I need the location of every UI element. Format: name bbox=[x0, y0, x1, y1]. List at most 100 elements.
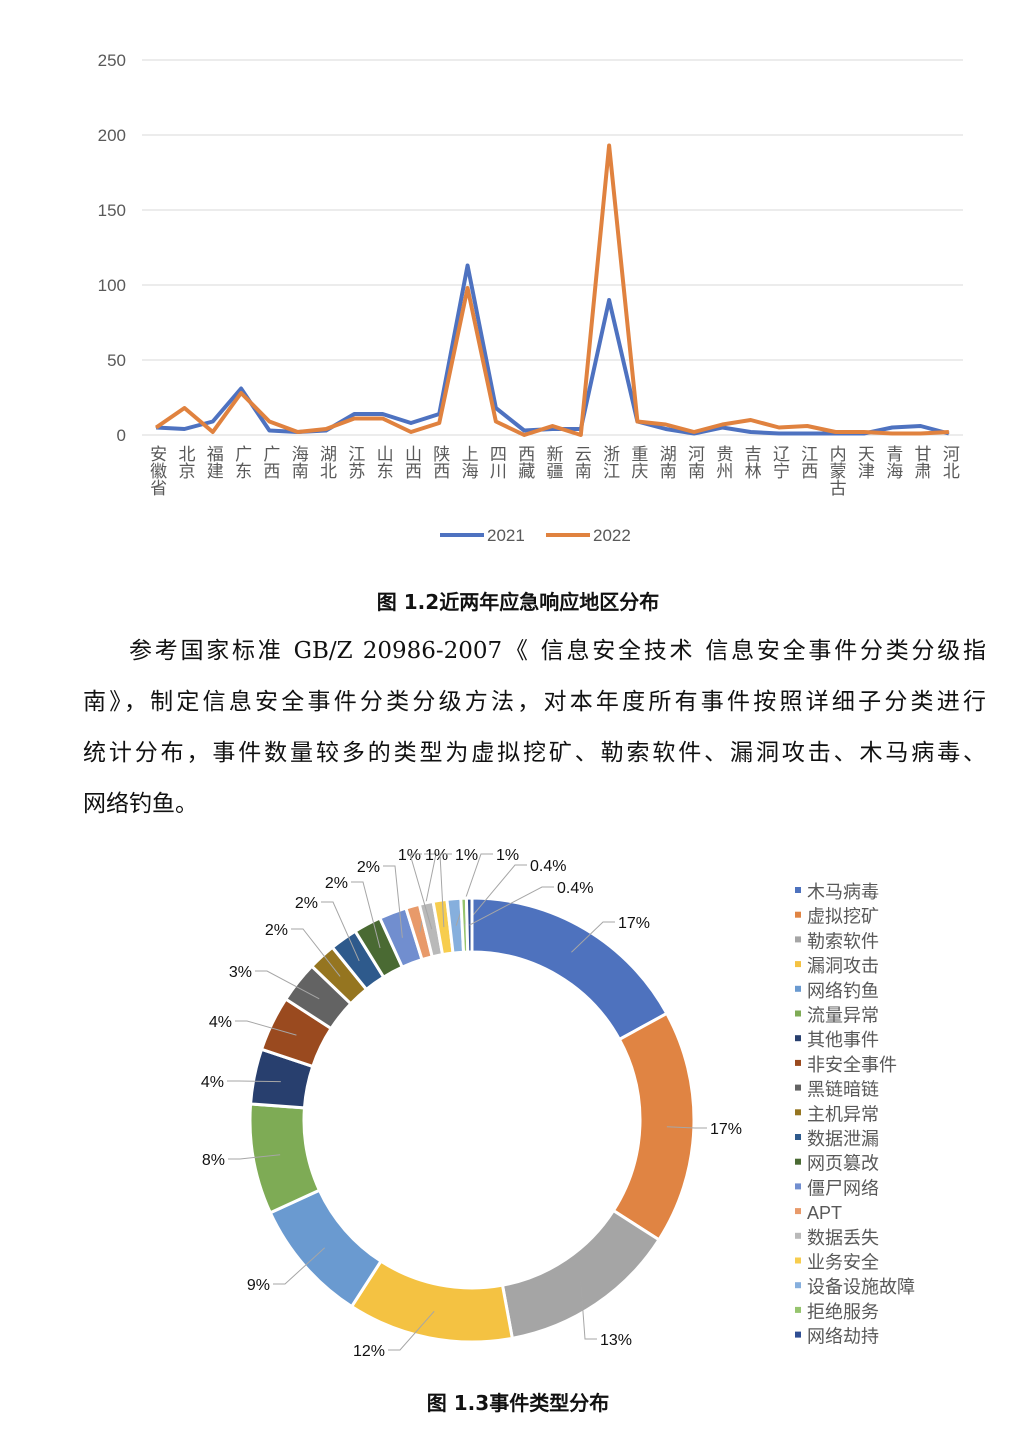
x-tick-label: 甘肃 bbox=[910, 445, 931, 479]
y-tick-label: 50 bbox=[107, 351, 126, 370]
data-label: 2% bbox=[265, 922, 288, 939]
legend-swatch bbox=[795, 1257, 801, 1264]
data-point bbox=[382, 418, 384, 419]
legend-label: 网页篡改 bbox=[807, 1153, 879, 1174]
leader-line bbox=[351, 881, 381, 949]
data-label: 3% bbox=[229, 964, 252, 981]
x-tick-label: 江苏 bbox=[344, 445, 365, 479]
data-point bbox=[495, 421, 497, 422]
data-point bbox=[891, 427, 893, 428]
legend-swatch bbox=[795, 1306, 801, 1313]
data-label: 4% bbox=[209, 1014, 232, 1031]
x-tick-label: 福建 bbox=[202, 445, 223, 479]
legend-label: 非安全事件 bbox=[807, 1055, 897, 1075]
data-point bbox=[240, 392, 242, 394]
data-point bbox=[382, 413, 384, 415]
data-label: 12% bbox=[353, 1343, 385, 1360]
data-label: 2% bbox=[325, 875, 348, 892]
data-point bbox=[636, 421, 638, 422]
data-label: 2% bbox=[357, 859, 380, 876]
legend-swatch bbox=[795, 1035, 801, 1042]
x-tick-label: 广东 bbox=[231, 445, 252, 479]
data-point bbox=[297, 431, 299, 433]
leader-line bbox=[235, 1020, 297, 1036]
leader-line bbox=[666, 1126, 707, 1129]
data-point bbox=[212, 421, 214, 422]
legend-label: 漏洞攻击 bbox=[807, 956, 879, 976]
legend-label: APT bbox=[807, 1203, 842, 1223]
data-point bbox=[410, 422, 412, 424]
region-line-chart: 0 50 100 150 200 250 2021 2022 bbox=[98, 51, 963, 545]
x-tick-label: 湖南 bbox=[655, 445, 676, 479]
data-label: 17% bbox=[710, 1121, 742, 1138]
paragraph-line: 南》，制定信息安全事件分类分级方法，对本年度所有事件按照详细子分类进行 bbox=[83, 689, 986, 715]
leader-line bbox=[571, 921, 615, 953]
leader-line bbox=[464, 864, 527, 926]
x-tick-label: 安徽省 bbox=[146, 445, 167, 496]
data-label: 8% bbox=[202, 1152, 225, 1169]
donut-slice bbox=[248, 1102, 322, 1215]
legend-label: 业务安全 bbox=[807, 1253, 879, 1273]
body-paragraph: 参考国家标准 GB/Z 20986-2007《 信息安全技术 信息安全事件分类分… bbox=[83, 626, 986, 830]
data-point bbox=[240, 388, 242, 389]
legend-label: 网络劫持 bbox=[807, 1327, 879, 1347]
data-point bbox=[806, 433, 808, 434]
y-tick-label: 150 bbox=[98, 201, 126, 220]
data-label: 17% bbox=[618, 915, 650, 932]
data-point bbox=[721, 427, 723, 428]
legend-swatch bbox=[795, 1232, 801, 1239]
x-tick-label: 浙江 bbox=[599, 445, 620, 479]
y-tick-label: 200 bbox=[98, 126, 126, 145]
data-point bbox=[580, 434, 582, 436]
x-tick-label: 贵州 bbox=[712, 445, 733, 479]
legend-label: 流量异常 bbox=[807, 1006, 879, 1026]
series-line-2022 bbox=[155, 143, 949, 437]
legend-swatch bbox=[795, 936, 801, 943]
data-point bbox=[665, 428, 667, 430]
data-label: 0.4% bbox=[557, 880, 593, 897]
data-point bbox=[552, 428, 553, 430]
legend-label: 木马病毒 bbox=[807, 882, 879, 902]
x-tick-label: 河北 bbox=[938, 445, 959, 479]
x-tick-label: 湖北 bbox=[316, 445, 337, 479]
legend-label: 黑链暗链 bbox=[807, 1080, 879, 1100]
legend-swatch bbox=[795, 887, 801, 893]
data-point bbox=[835, 431, 837, 433]
paragraph-line: 参考国家标准 GB/Z 20986-2007《 信息安全技术 信息安全事件分类分… bbox=[129, 638, 986, 664]
data-point bbox=[212, 431, 214, 433]
legend-label: 数据泄漏 bbox=[807, 1129, 879, 1149]
data-point bbox=[721, 424, 723, 425]
legend-label: 主机异常 bbox=[807, 1104, 879, 1124]
data-label: 2% bbox=[295, 895, 318, 912]
x-tick-label: 新疆 bbox=[542, 445, 563, 479]
donut-slice bbox=[349, 1259, 515, 1344]
figure-caption-1-2: 图 1.2近两年应急响应地区分布 bbox=[376, 590, 660, 614]
data-label: 1% bbox=[455, 847, 478, 864]
legend-swatch bbox=[795, 1010, 801, 1017]
legend-swatch bbox=[795, 1282, 801, 1289]
data-point bbox=[608, 145, 610, 146]
y-tick-label: 250 bbox=[98, 51, 126, 70]
donut-slice bbox=[464, 896, 474, 954]
data-point bbox=[155, 427, 157, 428]
data-point bbox=[863, 431, 865, 433]
x-tick-label: 重庆 bbox=[627, 445, 648, 479]
data-point bbox=[523, 434, 525, 436]
data-point bbox=[750, 419, 752, 421]
legend-swatch bbox=[795, 985, 801, 992]
x-tick-label: 辽宁 bbox=[768, 445, 789, 479]
data-point bbox=[268, 421, 270, 422]
legend-swatch bbox=[795, 1059, 801, 1066]
leader-line bbox=[255, 970, 320, 1000]
legend-swatch bbox=[795, 911, 801, 918]
data-label: 0.4% bbox=[530, 858, 566, 875]
legend-swatch bbox=[795, 1158, 801, 1165]
donut-slice bbox=[268, 1188, 384, 1309]
legend-label: 2022 bbox=[593, 526, 631, 545]
series-line-2021 bbox=[156, 263, 950, 436]
y-tick-label: 100 bbox=[98, 276, 126, 295]
data-label: 1% bbox=[496, 847, 519, 864]
x-tick-label: 北京 bbox=[174, 445, 195, 479]
legend-label: 拒绝服务 bbox=[807, 1302, 879, 1322]
